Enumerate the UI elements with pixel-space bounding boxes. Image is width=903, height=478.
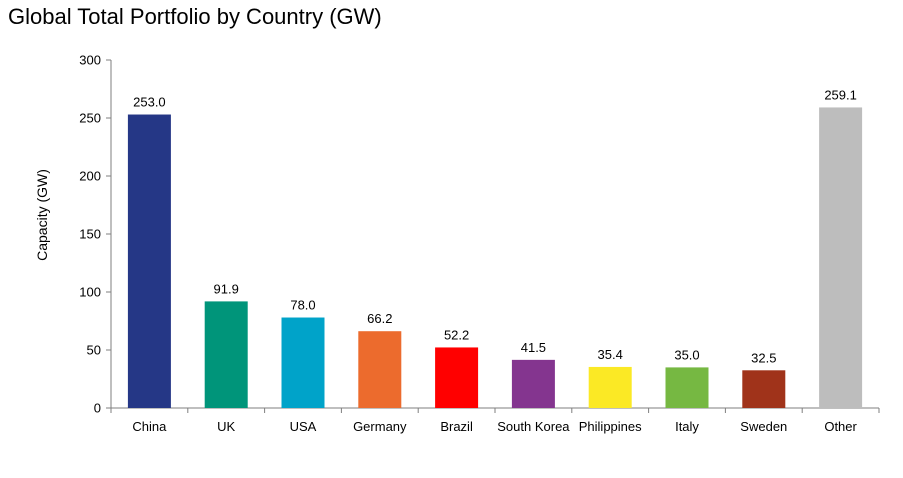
y-tick-label: 200 xyxy=(79,169,101,184)
bar-sweden xyxy=(742,370,786,408)
x-tick-label: Germany xyxy=(353,419,407,434)
y-tick-label: 250 xyxy=(79,111,101,126)
x-tick-label: South Korea xyxy=(497,419,570,434)
bar-usa xyxy=(281,317,325,408)
x-tick-label: China xyxy=(132,419,167,434)
bar-philippines xyxy=(588,366,632,408)
data-label: 66.2 xyxy=(367,311,392,326)
x-tick-label: UK xyxy=(217,419,235,434)
bar-china xyxy=(127,114,171,409)
x-tick-label: Sweden xyxy=(740,419,787,434)
bar-germany xyxy=(358,331,402,408)
y-tick-label: 100 xyxy=(79,285,101,300)
data-label: 259.1 xyxy=(824,87,857,102)
x-tick-label: USA xyxy=(290,419,317,434)
data-label: 91.9 xyxy=(214,281,239,296)
bar-brazil xyxy=(435,347,479,408)
y-tick-label: 300 xyxy=(79,53,101,68)
data-label: 41.5 xyxy=(521,340,546,355)
chart-title: Global Total Portfolio by Country (GW) xyxy=(8,4,382,29)
bar-other xyxy=(819,107,863,408)
y-tick-label: 50 xyxy=(87,343,101,358)
bar-south-korea xyxy=(511,359,555,408)
data-label: 253.0 xyxy=(133,95,166,110)
data-label: 32.5 xyxy=(751,350,776,365)
x-tick-label: Philippines xyxy=(579,419,642,434)
data-label: 52.2 xyxy=(444,327,469,342)
y-tick-label: 0 xyxy=(94,401,101,416)
bar-italy xyxy=(665,367,709,408)
x-tick-label: Brazil xyxy=(440,419,473,434)
y-tick-label: 150 xyxy=(79,227,101,242)
y-axis-label: Capacity (GW) xyxy=(34,169,50,261)
x-tick-label: Other xyxy=(824,419,857,434)
data-label: 35.4 xyxy=(598,347,623,362)
data-label: 78.0 xyxy=(290,298,315,313)
data-label: 35.0 xyxy=(674,347,699,362)
x-tick-label: Italy xyxy=(675,419,699,434)
bars: 253.0 China 91.9 UK 78.0 USA 66.2 Germany 52.2 Br… xyxy=(127,87,863,434)
bar-uk xyxy=(204,301,248,408)
